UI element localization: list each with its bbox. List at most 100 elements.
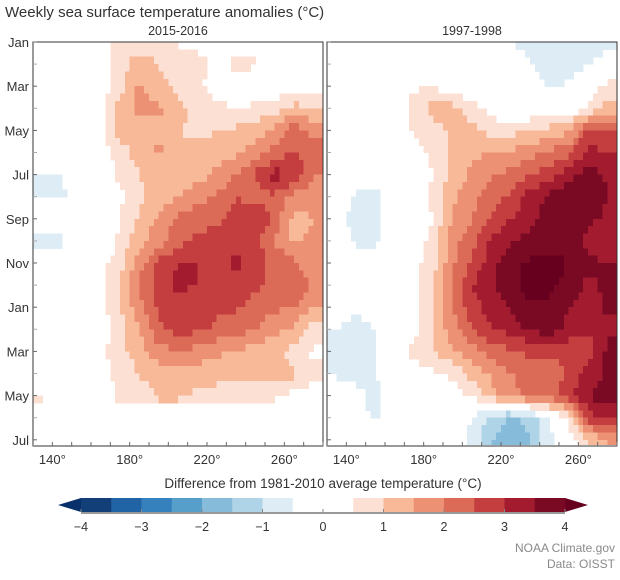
heat-cell bbox=[438, 263, 444, 271]
heat-cell bbox=[303, 145, 310, 154]
heat-cell bbox=[481, 380, 488, 389]
heat-cell bbox=[602, 285, 608, 294]
heat-cell bbox=[592, 123, 599, 131]
heat-cell bbox=[602, 314, 608, 323]
heat-cell bbox=[520, 432, 526, 441]
heat-cell bbox=[163, 233, 169, 242]
heat-cell bbox=[308, 233, 314, 242]
heat-cell bbox=[612, 344, 618, 352]
heat-cell bbox=[182, 174, 189, 183]
heat-cell bbox=[120, 182, 126, 190]
heat-cell bbox=[370, 403, 376, 411]
heat-cell bbox=[583, 204, 589, 213]
heat-cell bbox=[318, 196, 324, 205]
heat-cell bbox=[168, 255, 174, 264]
heat-cell bbox=[226, 248, 232, 257]
heat-cell bbox=[240, 137, 247, 146]
heat-cell bbox=[110, 299, 116, 308]
heat-cell bbox=[433, 108, 439, 117]
heat-cell bbox=[539, 307, 546, 316]
heat-cell bbox=[192, 182, 198, 190]
heat-cell bbox=[294, 299, 300, 308]
heat-cell bbox=[491, 226, 497, 235]
heat-cell bbox=[520, 439, 526, 446]
heat-cell bbox=[168, 211, 174, 220]
heat-cell bbox=[602, 108, 608, 117]
heat-cell bbox=[578, 49, 584, 58]
heat-cell bbox=[539, 218, 546, 227]
heat-cell bbox=[360, 321, 367, 330]
heat-cell bbox=[472, 299, 478, 308]
heat-cell bbox=[144, 240, 150, 249]
heat-cell bbox=[207, 329, 213, 338]
heat-cell bbox=[602, 395, 608, 404]
heat-cell bbox=[197, 64, 203, 73]
heat-cell bbox=[197, 211, 203, 220]
heat-cell bbox=[433, 167, 439, 176]
heat-cell bbox=[588, 351, 594, 360]
heat-cell bbox=[158, 248, 165, 257]
heat-cell bbox=[294, 329, 300, 338]
heat-cell bbox=[462, 380, 468, 389]
heat-cell bbox=[182, 189, 189, 198]
heat-cell bbox=[134, 115, 140, 124]
heat-cell bbox=[588, 108, 594, 117]
heat-cell bbox=[530, 277, 536, 286]
heat-cell bbox=[418, 277, 425, 286]
heat-cell bbox=[443, 145, 449, 154]
heat-cell bbox=[158, 307, 165, 316]
heat-cell bbox=[168, 115, 174, 124]
heat-cell bbox=[578, 42, 584, 50]
heat-cell bbox=[236, 233, 242, 242]
heat-cell bbox=[187, 204, 194, 213]
heat-cell bbox=[182, 78, 189, 87]
heat-cell bbox=[163, 395, 169, 404]
heat-cell bbox=[289, 196, 295, 205]
heat-cell bbox=[486, 425, 492, 434]
heat-cell bbox=[602, 373, 608, 382]
heat-cell bbox=[120, 49, 126, 58]
heat-cell bbox=[607, 358, 613, 367]
heat-cell bbox=[563, 64, 570, 73]
heat-cell bbox=[472, 366, 478, 375]
heat-cell bbox=[549, 123, 555, 131]
heat-cell bbox=[360, 204, 367, 213]
heat-cell bbox=[501, 196, 507, 205]
heat-cell bbox=[115, 373, 121, 382]
heat-cell bbox=[481, 189, 488, 198]
heat-cell bbox=[245, 211, 252, 220]
heat-cell bbox=[260, 123, 266, 131]
heat-cell bbox=[173, 240, 179, 249]
heat-cell bbox=[231, 351, 237, 360]
heat-cell bbox=[303, 263, 310, 271]
heat-cell bbox=[269, 137, 276, 146]
heat-cell bbox=[467, 115, 473, 124]
heat-cell bbox=[187, 373, 194, 382]
heat-cell bbox=[481, 358, 488, 367]
heat-cell bbox=[452, 277, 459, 286]
heat-cell bbox=[530, 270, 536, 279]
heat-cell bbox=[530, 263, 536, 271]
heat-cell bbox=[139, 226, 145, 235]
heat-cell bbox=[187, 211, 194, 220]
heat-cell bbox=[544, 380, 550, 389]
heat-cell bbox=[231, 263, 237, 271]
heat-cell bbox=[607, 189, 613, 198]
heat-cell bbox=[178, 358, 184, 367]
heat-cell bbox=[269, 388, 276, 397]
heat-cell bbox=[168, 388, 174, 397]
heat-cell bbox=[452, 285, 459, 294]
heat-cell bbox=[265, 108, 271, 117]
heat-cell bbox=[129, 137, 136, 146]
heat-cell bbox=[124, 240, 131, 249]
heat-cell bbox=[236, 388, 242, 397]
heat-cell bbox=[173, 314, 179, 323]
heat-cell bbox=[602, 218, 608, 227]
heat-cell bbox=[124, 380, 131, 389]
heat-cell bbox=[486, 388, 492, 397]
heat-cell bbox=[544, 285, 550, 294]
colorbar-tick-label: 4 bbox=[562, 520, 569, 534]
heat-cell bbox=[144, 233, 150, 242]
heat-cell bbox=[607, 255, 613, 264]
heat-cell bbox=[129, 196, 136, 205]
